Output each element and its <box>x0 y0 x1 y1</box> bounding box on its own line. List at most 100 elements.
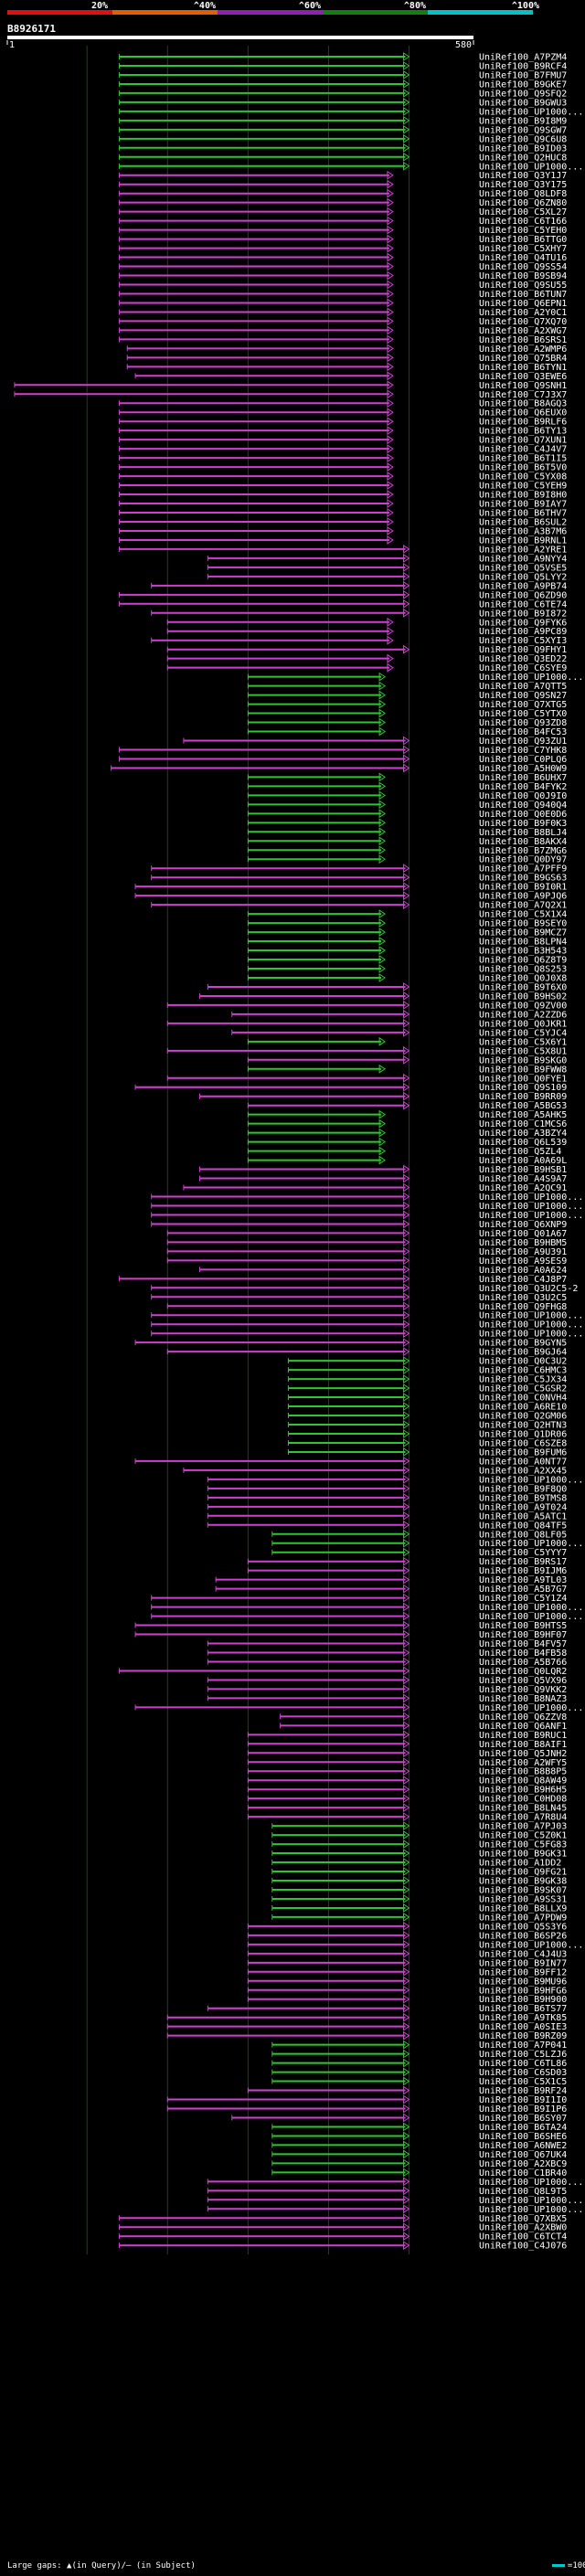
hit-label[interactable]: UniRef100_A3B7M6 <box>479 526 567 536</box>
hit-label[interactable]: UniRef100_B9I8M9 <box>479 116 567 126</box>
hit-label[interactable]: UniRef100_B9H6H5 <box>479 1786 567 1796</box>
hit-label[interactable]: UniRef100_A5B766 <box>479 1658 567 1668</box>
hit-label[interactable]: UniRef100_Q2GM06 <box>479 1412 567 1422</box>
hit-label[interactable]: UniRef100_Q6ANF1 <box>479 1722 567 1732</box>
hit-label[interactable]: UniRef100_Q6L539 <box>479 1138 567 1148</box>
hit-label[interactable]: UniRef100_B9HF07 <box>479 1630 567 1640</box>
hit-label[interactable]: UniRef100_B9GKE7 <box>479 80 567 90</box>
hit-label[interactable]: UniRef100_C6HMC3 <box>479 1366 567 1376</box>
hit-label[interactable]: UniRef100_UP1000... <box>479 1940 583 1950</box>
hit-label[interactable]: UniRef100_Q3Y1J7 <box>479 171 567 181</box>
hit-label[interactable]: UniRef100_C6TL86 <box>479 2059 567 2069</box>
hit-label[interactable]: UniRef100_UP1000... <box>479 673 583 683</box>
hit-label[interactable]: UniRef100_C5X6Y1 <box>479 1037 567 1047</box>
hit-label[interactable]: UniRef100_Q7XBX5 <box>479 2214 567 2224</box>
hit-label[interactable]: UniRef100_B9H900 <box>479 1995 567 2005</box>
hit-label[interactable]: UniRef100_B9GYN5 <box>479 1339 567 1349</box>
hit-label[interactable]: UniRef100_Q5LYY2 <box>479 572 567 582</box>
hit-label[interactable]: UniRef100_B9RZ09 <box>479 2031 567 2041</box>
hit-label[interactable]: UniRef100_B6THV7 <box>479 509 567 519</box>
hit-label[interactable]: UniRef100_Q5VSE5 <box>479 563 567 573</box>
hit-label[interactable]: UniRef100_A0NT77 <box>479 1457 567 1467</box>
hit-label[interactable]: UniRef100_A9PJQ6 <box>479 892 567 902</box>
hit-label[interactable]: UniRef100_Q0LQR2 <box>479 1667 567 1677</box>
hit-label[interactable]: UniRef100_B6SY07 <box>479 2114 567 2124</box>
hit-label[interactable]: UniRef100_B9HS02 <box>479 991 567 1002</box>
hit-label[interactable]: UniRef100_C1BR40 <box>479 2168 567 2178</box>
hit-label[interactable]: UniRef100_B9GK31 <box>479 1850 567 1860</box>
hit-label[interactable]: UniRef100_B9MCZ7 <box>479 928 567 938</box>
hit-label[interactable]: UniRef100_UP1000... <box>479 2205 583 2215</box>
hit-label[interactable]: UniRef100_C1MCS6 <box>479 1119 567 1129</box>
hit-label[interactable]: UniRef100_B9IJM6 <box>479 1566 567 1576</box>
hit-label[interactable]: UniRef100_A5AHK5 <box>479 1110 567 1120</box>
hit-label[interactable]: UniRef100_A2QC91 <box>479 1183 567 1193</box>
hit-label[interactable]: UniRef100_C5FG83 <box>479 1840 567 1850</box>
hit-label[interactable]: UniRef100_Q7XTG5 <box>479 700 567 710</box>
hit-label[interactable]: UniRef100_B8AKX4 <box>479 837 567 847</box>
hit-label[interactable]: UniRef100_B9HSB1 <box>479 1165 567 1175</box>
hit-label[interactable]: UniRef100_B9MU96 <box>479 1977 567 1987</box>
hit-label[interactable]: UniRef100_Q5S3Y6 <box>479 1922 567 1932</box>
hit-label[interactable]: UniRef100_B9T6X0 <box>479 982 567 992</box>
hit-label[interactable]: UniRef100_C7J3X7 <box>479 390 567 400</box>
hit-label[interactable]: UniRef100_B9RUC1 <box>479 1731 567 1741</box>
hit-label[interactable]: UniRef100_Q9FHG8 <box>479 1302 567 1312</box>
hit-label[interactable]: UniRef100_B9I1I0 <box>479 2095 567 2105</box>
hit-label[interactable]: UniRef100_A6RE10 <box>479 1403 567 1413</box>
hit-label[interactable]: UniRef100_Q1DR06 <box>479 1429 567 1439</box>
hit-label[interactable]: UniRef100_C5XHY7 <box>479 244 567 254</box>
hit-label[interactable]: UniRef100_B9IN77 <box>479 1958 567 1968</box>
hit-label[interactable]: UniRef100_Q3U2C5-2 <box>479 1284 578 1294</box>
hit-label[interactable]: UniRef100_A2XBW0 <box>479 2223 567 2233</box>
hit-label[interactable]: UniRef100_Q7XQ70 <box>479 317 567 327</box>
hit-label[interactable]: UniRef100_B6T5V0 <box>479 463 567 473</box>
hit-label[interactable]: UniRef100_Q8L9T5 <box>479 2187 567 2197</box>
hit-label[interactable]: UniRef100_A9TK85 <box>479 2013 567 2023</box>
hit-label[interactable]: UniRef100_B9HTS5 <box>479 1621 567 1631</box>
hit-label[interactable]: UniRef100_A7R8U4 <box>479 1813 567 1823</box>
hit-label[interactable]: UniRef100_UP1000... <box>479 1320 583 1330</box>
hit-label[interactable]: UniRef100_B8NAZ3 <box>479 1694 567 1704</box>
hit-label[interactable]: UniRef100_Q6EUX0 <box>479 408 567 419</box>
hit-label[interactable]: UniRef100_B9SKG0 <box>479 1055 567 1065</box>
hit-label[interactable]: UniRef100_A5H0W9 <box>479 764 567 774</box>
hit-label[interactable]: UniRef100_A4S9A7 <box>479 1174 567 1184</box>
hit-label[interactable]: UniRef100_Q9FHY1 <box>479 645 567 655</box>
hit-label[interactable]: UniRef100_B9I872 <box>479 609 567 619</box>
hit-label[interactable]: UniRef100_B9I8H0 <box>479 491 567 501</box>
hit-label[interactable]: UniRef100_Q9SGW7 <box>479 125 567 135</box>
hit-label[interactable]: UniRef100_C6SZE8 <box>479 1438 567 1448</box>
hit-label[interactable]: UniRef100_Q3ED22 <box>479 654 567 664</box>
hit-label[interactable]: UniRef100_A7QTT5 <box>479 682 567 692</box>
hit-label[interactable]: UniRef100_Q9S109 <box>479 1083 567 1093</box>
hit-label[interactable]: UniRef100_A2XX45 <box>479 1466 567 1476</box>
hit-label[interactable]: UniRef100_UP1000... <box>479 1539 583 1549</box>
hit-label[interactable]: UniRef100_C0HD08 <box>479 1795 567 1805</box>
hit-label[interactable]: UniRef100_A0A69L <box>479 1156 567 1166</box>
hit-label[interactable]: UniRef100_B8LN45 <box>479 1804 567 1814</box>
hit-label[interactable]: UniRef100_Q8AW49 <box>479 1776 567 1786</box>
hit-label[interactable]: UniRef100_C5JX34 <box>479 1375 567 1385</box>
hit-label[interactable]: UniRef100_B9GS63 <box>479 874 567 884</box>
hit-label[interactable]: UniRef100_B9FF12 <box>479 1967 567 1977</box>
hit-label[interactable]: UniRef100_B6TS77 <box>479 2004 567 2014</box>
hit-label[interactable]: UniRef100_A0SIE3 <box>479 2022 567 2032</box>
hit-label[interactable]: UniRef100_Q0C3U2 <box>479 1357 567 1367</box>
hit-label[interactable]: UniRef100_Q9SS54 <box>479 262 567 272</box>
hit-label[interactable]: UniRef100_Q3Y175 <box>479 180 567 190</box>
hit-label[interactable]: UniRef100_Q6XNP9 <box>479 1220 567 1230</box>
hit-label[interactable]: UniRef100_B9RR09 <box>479 1092 567 1102</box>
hit-label[interactable]: UniRef100_A9T024 <box>479 1502 567 1512</box>
hit-label[interactable]: UniRef100_Q9SFQ2 <box>479 89 567 99</box>
hit-label[interactable]: UniRef100_C5X1C5 <box>479 2077 567 2087</box>
hit-label[interactable]: UniRef100_A2ZZD6 <box>479 1010 567 1020</box>
hit-label[interactable]: UniRef100_B6SP26 <box>479 1931 567 1941</box>
hit-label[interactable]: UniRef100_B9F8Q0 <box>479 1484 567 1494</box>
hit-label[interactable]: UniRef100_UP1000... <box>479 1193 583 1203</box>
hit-label[interactable]: UniRef100_B3H543 <box>479 947 567 957</box>
hit-label[interactable]: UniRef100_C4J8P7 <box>479 1275 567 1285</box>
hit-label[interactable]: UniRef100_A7PFF9 <box>479 864 567 875</box>
hit-label[interactable]: UniRef100_B9HFG6 <box>479 1986 567 1996</box>
hit-label[interactable]: UniRef100_B4FV57 <box>479 1639 567 1649</box>
